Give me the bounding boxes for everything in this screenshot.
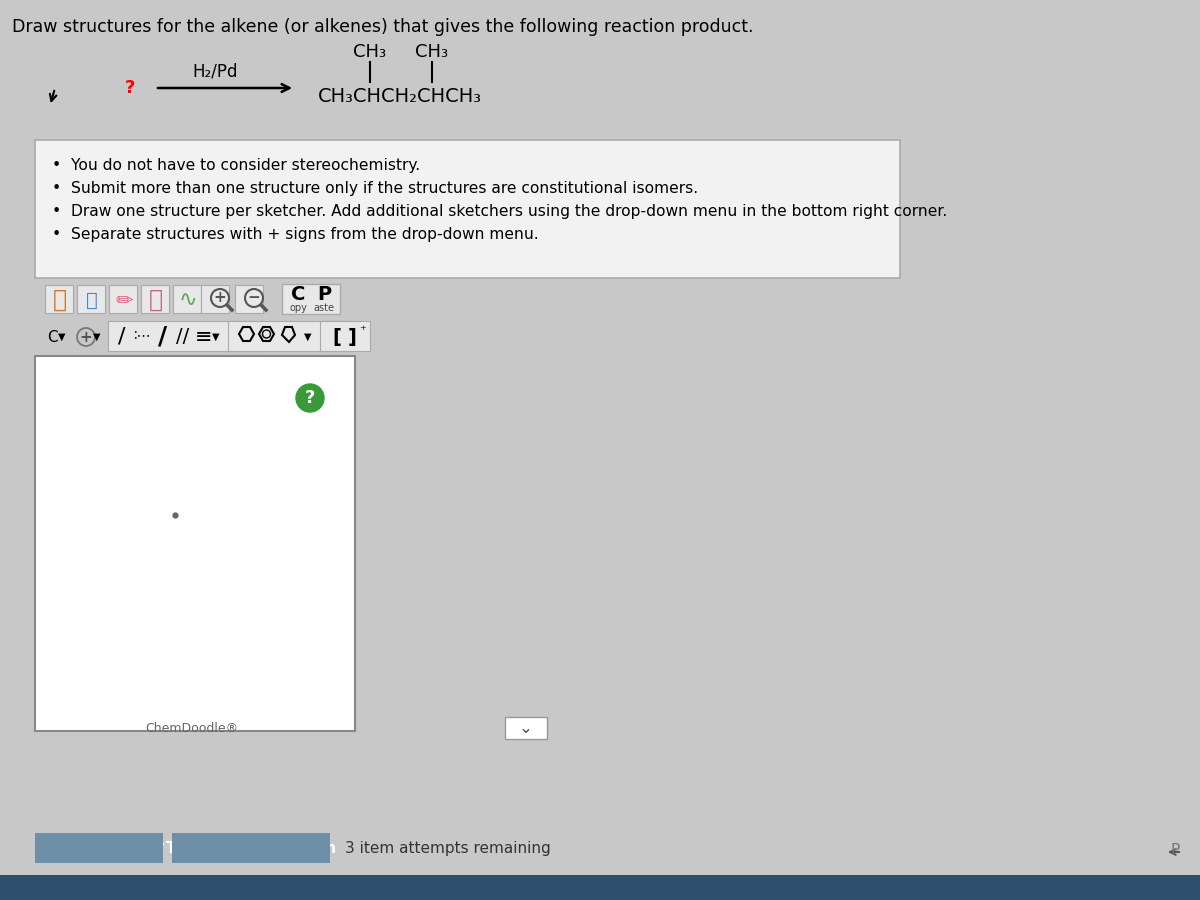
Text: Submit Answer: Submit Answer bbox=[34, 841, 164, 856]
Bar bbox=[142, 285, 169, 313]
Text: •  Draw one structure per sketcher. Add additional sketchers using the drop-down: • Draw one structure per sketcher. Add a… bbox=[52, 204, 947, 219]
Text: •  You do not have to consider stereochemistry.: • You do not have to consider stereochem… bbox=[52, 158, 420, 173]
Text: C: C bbox=[47, 329, 58, 345]
Bar bbox=[35, 140, 900, 278]
Text: +: + bbox=[79, 329, 92, 345]
Text: opy: opy bbox=[289, 303, 307, 313]
Text: /: / bbox=[119, 327, 126, 347]
Bar bbox=[505, 717, 547, 739]
Bar bbox=[173, 285, 202, 313]
Bar bbox=[172, 833, 330, 863]
Text: ⌣: ⌣ bbox=[149, 288, 163, 312]
Text: ✋: ✋ bbox=[53, 288, 67, 312]
Text: //: // bbox=[176, 328, 190, 346]
Text: ?: ? bbox=[125, 79, 136, 97]
Bar bbox=[46, 285, 73, 313]
Text: ⌄: ⌄ bbox=[520, 719, 533, 737]
Text: ∶⋯: ∶⋯ bbox=[134, 329, 151, 343]
Text: ?: ? bbox=[305, 389, 316, 407]
Bar bbox=[77, 285, 106, 313]
Bar bbox=[35, 833, 163, 863]
Bar bbox=[202, 285, 229, 313]
Bar bbox=[0, 875, 1200, 900]
Text: Draw structures for the alkene (or alkenes) that gives the following reaction pr: Draw structures for the alkene (or alken… bbox=[12, 18, 754, 36]
Text: ▼: ▼ bbox=[305, 332, 312, 342]
Text: CH₃: CH₃ bbox=[354, 43, 386, 61]
Text: ChemDoodle®: ChemDoodle® bbox=[145, 722, 239, 734]
Bar bbox=[282, 284, 340, 314]
Bar bbox=[109, 285, 137, 313]
Text: •  Separate structures with + signs from the drop-down menu.: • Separate structures with + signs from … bbox=[52, 227, 539, 242]
Text: 3 item attempts remaining: 3 item attempts remaining bbox=[346, 841, 551, 856]
Text: Try Another Version: Try Another Version bbox=[166, 841, 336, 856]
Text: C: C bbox=[290, 285, 305, 304]
Text: H₂/Pd: H₂/Pd bbox=[192, 63, 238, 81]
Text: P: P bbox=[317, 285, 331, 304]
Text: [: [ bbox=[332, 328, 342, 346]
Text: aste: aste bbox=[313, 303, 335, 313]
Text: ∿: ∿ bbox=[179, 290, 197, 310]
Bar bbox=[35, 356, 355, 731]
Text: CH₃CHCH₂CHCH₃: CH₃CHCH₂CHCH₃ bbox=[318, 86, 482, 105]
Text: −: − bbox=[247, 291, 260, 305]
Text: ⁺: ⁺ bbox=[359, 325, 365, 338]
Text: P: P bbox=[1170, 843, 1180, 858]
Text: +: + bbox=[214, 291, 227, 305]
Text: ▼: ▼ bbox=[94, 332, 101, 342]
Text: ▼: ▼ bbox=[212, 332, 220, 342]
Bar bbox=[235, 285, 263, 313]
Text: CH₃: CH₃ bbox=[415, 43, 449, 61]
Text: ≡: ≡ bbox=[196, 327, 212, 347]
Text: /: / bbox=[158, 325, 168, 349]
Text: 🧪: 🧪 bbox=[86, 291, 98, 310]
Text: ]: ] bbox=[348, 328, 356, 346]
Bar bbox=[228, 321, 348, 351]
Circle shape bbox=[296, 384, 324, 412]
Text: ✏: ✏ bbox=[115, 290, 133, 310]
Text: •  Submit more than one structure only if the structures are constitutional isom: • Submit more than one structure only if… bbox=[52, 181, 698, 196]
Bar bbox=[320, 321, 370, 351]
Bar bbox=[108, 321, 256, 351]
Text: ▼: ▼ bbox=[59, 332, 66, 342]
